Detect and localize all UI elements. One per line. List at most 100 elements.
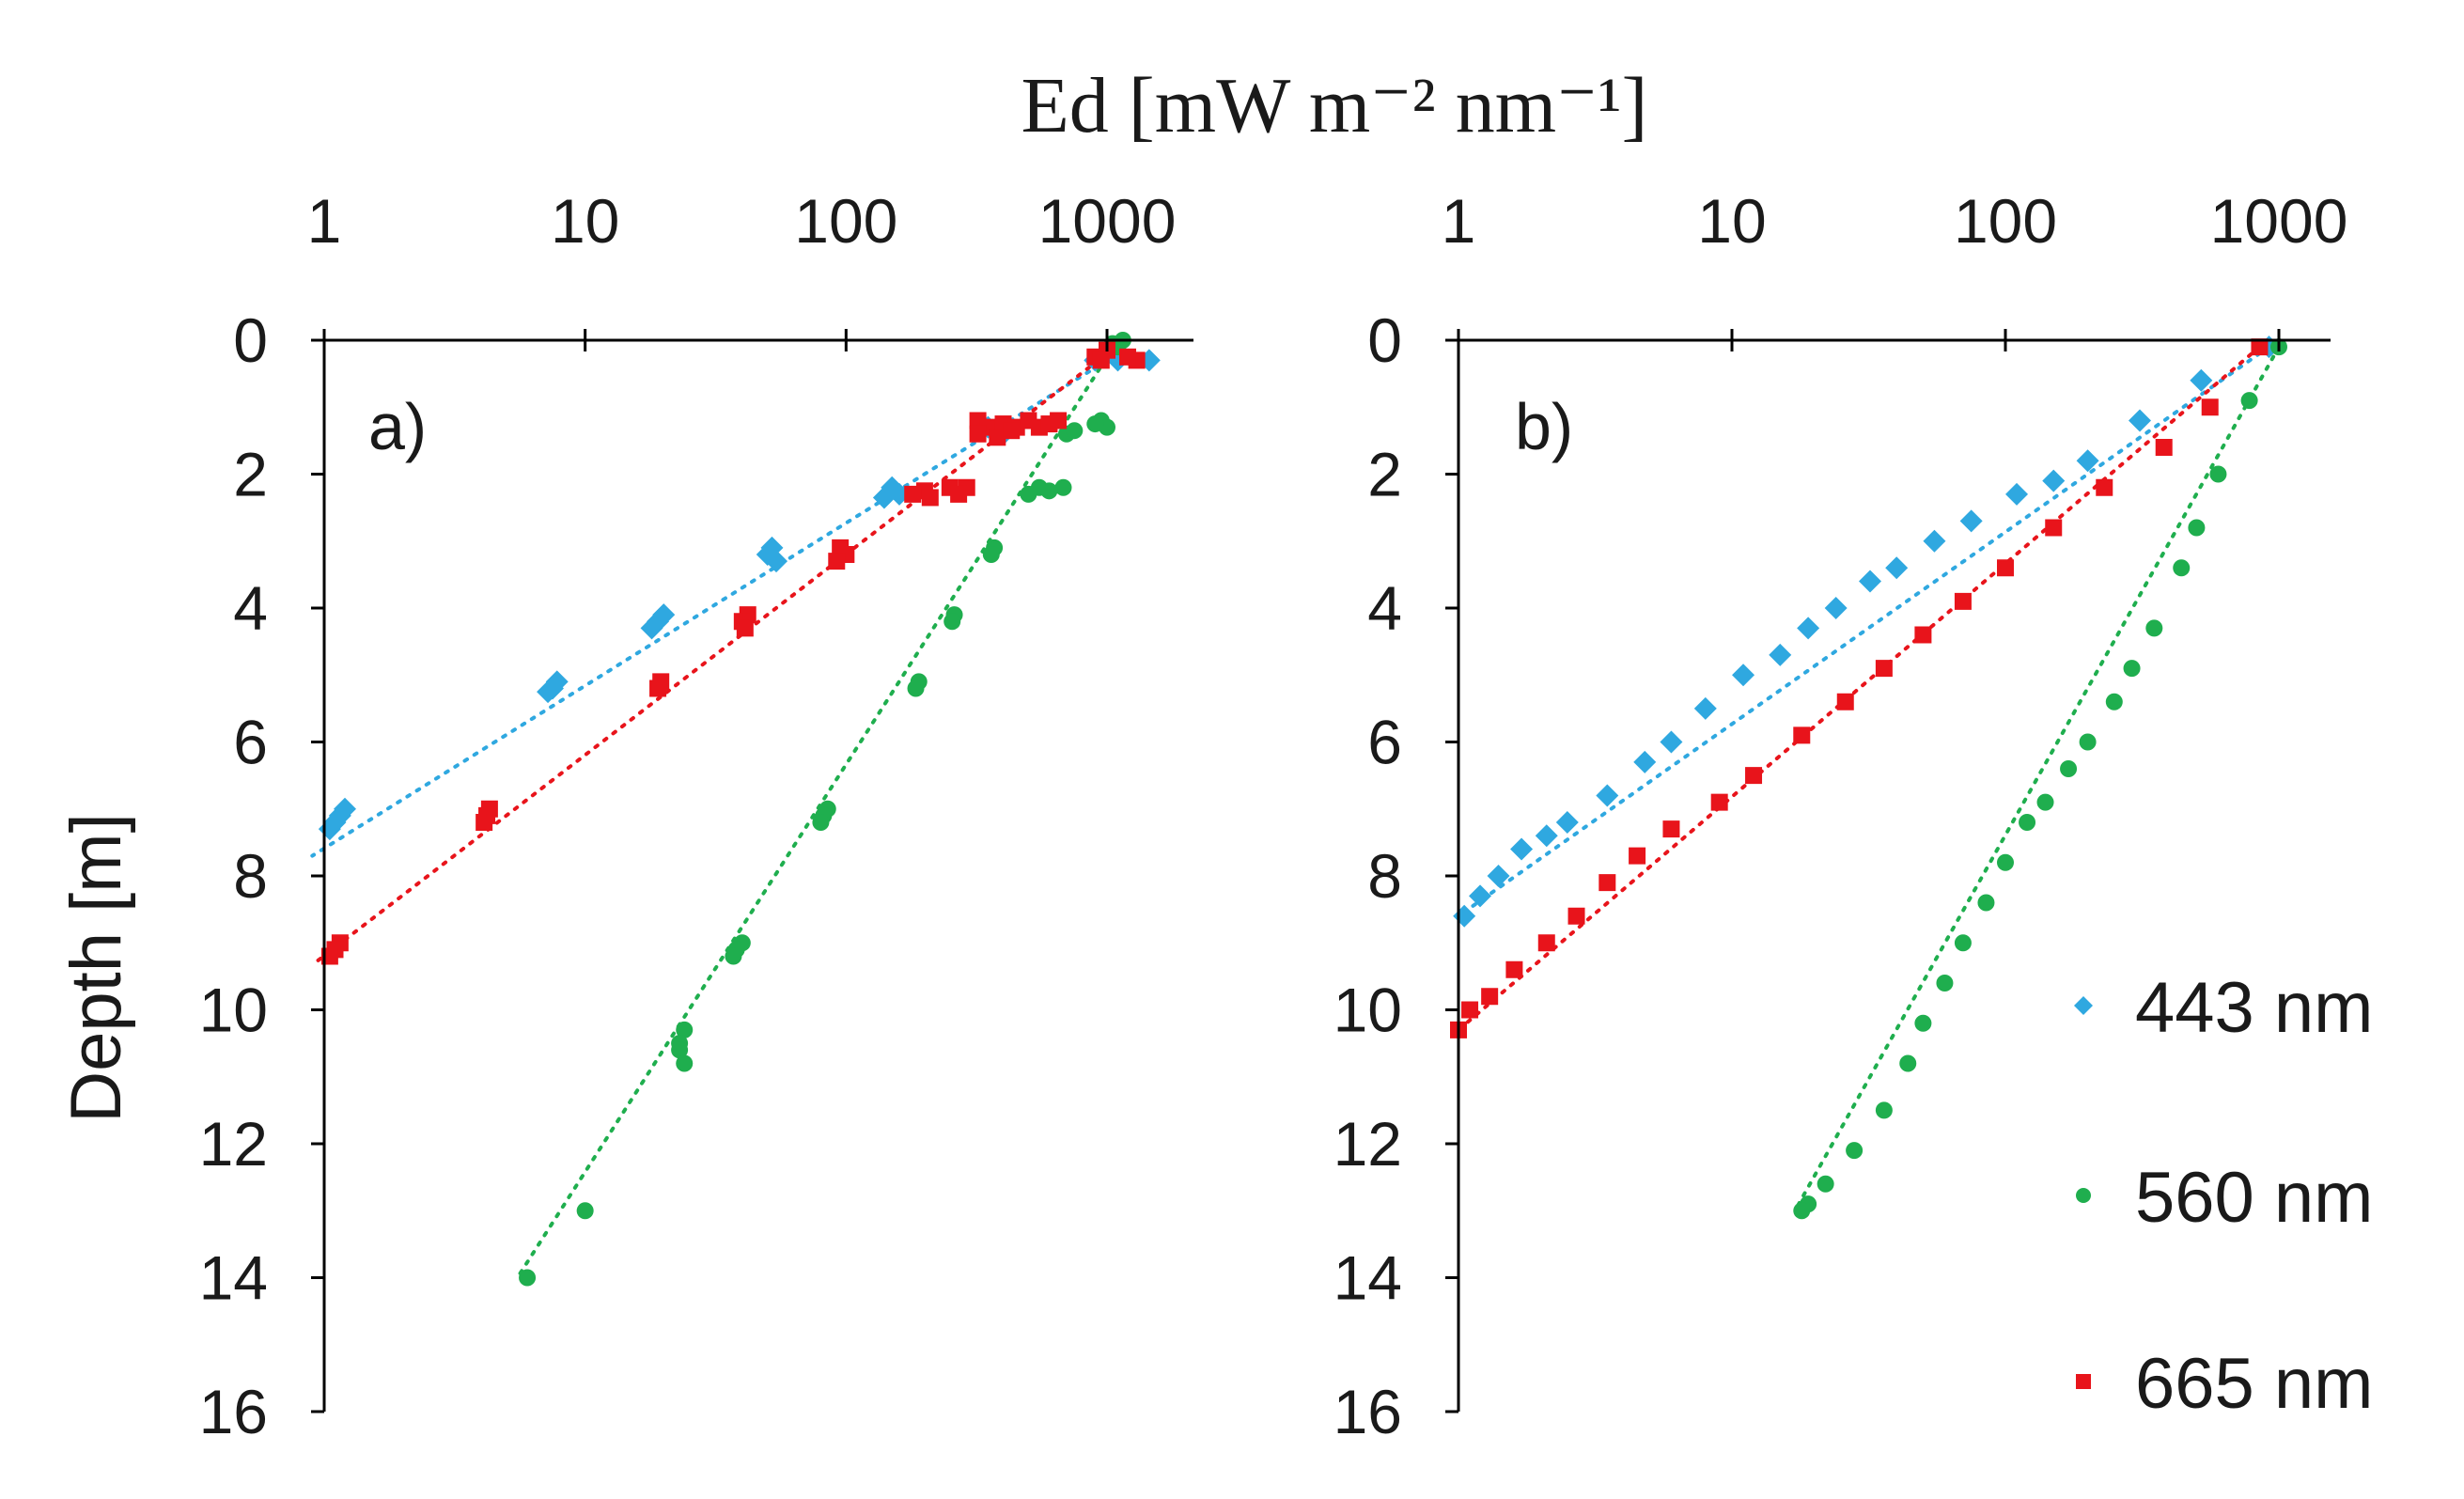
panel-b-point-560-nm [2079, 733, 2097, 751]
panel-a-y-tick-label: 6 [233, 708, 268, 777]
panel-b-point-560-nm [1954, 934, 1972, 952]
panel-b-label: b) [1515, 390, 1573, 463]
panel-a-point-560-nm [576, 1202, 594, 1220]
panel-b-point-665-nm [2251, 338, 2269, 356]
panel-a-point-665-nm [1118, 348, 1136, 366]
panel-b-point-665-nm [2096, 478, 2113, 496]
panel-b-trendline-443-nm [1457, 345, 2271, 918]
panel-a-point-665-nm [736, 619, 754, 637]
panel-b-y-tick-label: 0 [1367, 305, 1402, 375]
panel-b-point-560-nm [1846, 1142, 1864, 1160]
panel-a-y-tick-label: 12 [199, 1109, 268, 1179]
panel-b-point-443-nm [2076, 449, 2099, 473]
panel-b: b) 0 2 4 6 8 10 12 14 16 1 10 100 1000 [1333, 186, 2348, 1446]
panel-a-points [318, 332, 1161, 1287]
y-axis-title: Depth [m] [56, 813, 136, 1122]
panel-b-y-tick-label: 16 [1333, 1377, 1402, 1446]
panel-b-point-443-nm [2190, 368, 2213, 392]
panel-b-point-665-nm [1914, 626, 1932, 644]
legend-item-443: 443 nm [2074, 968, 2374, 1048]
legend-item-560: 560 nm [2076, 1158, 2374, 1238]
panel-a-point-560-nm [1054, 478, 1072, 496]
panel-b-point-665-nm [1481, 988, 1499, 1006]
panel-b-trendline-560-nm [1793, 345, 2281, 1213]
panel-a-point-560-nm [1020, 485, 1037, 503]
panel-b-point-560-nm [2240, 392, 2258, 410]
panel-b-y-tick-label: 8 [1367, 841, 1402, 911]
panel-b-point-443-nm [2042, 469, 2066, 492]
panel-b-point-560-nm [1817, 1175, 1834, 1193]
panel-b-axes: 0 2 4 6 8 10 12 14 16 1 10 100 1000 [1333, 186, 2348, 1446]
panel-a-point-665-nm [969, 425, 987, 443]
panel-a-x-tick-label: 10 [551, 186, 619, 256]
panel-b-point-443-nm [1797, 617, 1820, 640]
panel-b-point-560-nm [2105, 693, 2123, 710]
panel-b-point-665-nm [2201, 398, 2219, 416]
panel-a-point-443-nm [872, 486, 896, 509]
panel-b-point-443-nm [1453, 904, 1476, 928]
panel-a-point-665-nm [828, 553, 846, 570]
panel-b-point-560-nm [1936, 975, 1954, 992]
panel-b-point-665-nm [1537, 934, 1555, 952]
panel-a-point-560-nm [907, 679, 925, 697]
panel-b-point-560-nm [1914, 1014, 1932, 1032]
panel-a-point-665-nm [476, 814, 493, 831]
panel-b-point-443-nm [1769, 643, 1792, 666]
panel-b-point-665-nm [1836, 693, 1854, 710]
panel-b-point-665-nm [1875, 660, 1893, 678]
panel-b-point-443-nm [1596, 784, 1619, 807]
legend: 443 nm 560 nm 665 nm [2074, 968, 2374, 1424]
panel-a-x-tick-label: 100 [794, 186, 897, 256]
panel-a-point-560-nm [725, 947, 742, 965]
panel-b-point-665-nm [2155, 439, 2173, 456]
panel-a-point-560-nm [676, 1054, 694, 1072]
panel-b-points [1450, 336, 2287, 1220]
panel-b-trendline-665-nm [1457, 345, 2262, 1032]
panel-b-point-560-nm [2145, 619, 2163, 637]
panel-b-point-665-nm [2045, 519, 2063, 537]
panel-b-point-560-nm [2019, 814, 2036, 831]
panel-b-point-443-nm [1824, 597, 1848, 619]
panel-a-point-665-nm [1003, 422, 1021, 440]
panel-a-y-tick-label: 14 [199, 1243, 268, 1313]
panel-b-point-665-nm [1997, 559, 2014, 577]
panel-b-point-560-nm [2209, 465, 2227, 483]
panel-a-y-tick-label: 16 [199, 1377, 268, 1446]
panel-b-point-665-nm [1598, 874, 1616, 892]
legend-label-560: 560 nm [2135, 1158, 2374, 1238]
chart-title: Ed [mW m⁻² nm⁻¹] [1021, 62, 1647, 149]
legend-label-443: 443 nm [2135, 968, 2374, 1048]
panel-b-point-443-nm [1959, 509, 1983, 533]
panel-a-point-560-nm [1040, 482, 1058, 500]
legend-label-665: 665 nm [2135, 1344, 2374, 1424]
panel-a-point-665-nm [1050, 412, 1068, 429]
panel-a-point-665-nm [1092, 351, 1110, 369]
panel-a-label: a) [368, 390, 427, 463]
panel-b-point-665-nm [1710, 793, 1728, 811]
panel-b-x-tick-label: 100 [1954, 186, 2057, 256]
panel-a-point-443-nm [640, 617, 663, 640]
panel-b-y-tick-label: 10 [1333, 976, 1402, 1045]
panel-b-point-560-nm [2123, 660, 2141, 678]
panel-b-point-560-nm [1793, 1202, 1811, 1220]
panel-a-point-665-nm [989, 429, 1006, 446]
panel-a-x-tick-label: 1 [307, 186, 342, 256]
panel-a-point-665-nm [904, 485, 922, 503]
panel-a: a) 0 2 4 6 8 10 12 14 16 1 10 100 1000 [199, 186, 1193, 1446]
panel-b-point-560-nm [2173, 559, 2191, 577]
panel-b-point-665-nm [1505, 960, 1523, 978]
panel-b-point-443-nm [1858, 570, 1881, 593]
panel-b-trendlines [1457, 345, 2281, 1213]
panel-a-trendlines [310, 338, 1120, 1280]
panel-b-point-443-nm [1535, 824, 1558, 848]
panel-a-point-560-nm [676, 1021, 694, 1038]
panel-b-point-443-nm [1660, 730, 1683, 754]
panel-a-axes: 0 2 4 6 8 10 12 14 16 1 10 100 1000 [199, 186, 1193, 1446]
legend-marker-443 [2074, 996, 2093, 1015]
panel-b-point-443-nm [1487, 865, 1510, 887]
panel-a-point-560-nm [1066, 422, 1084, 440]
panel-a-point-560-nm [982, 546, 1000, 563]
panel-a-point-443-nm [537, 680, 560, 704]
panel-b-point-443-nm [1510, 837, 1534, 861]
